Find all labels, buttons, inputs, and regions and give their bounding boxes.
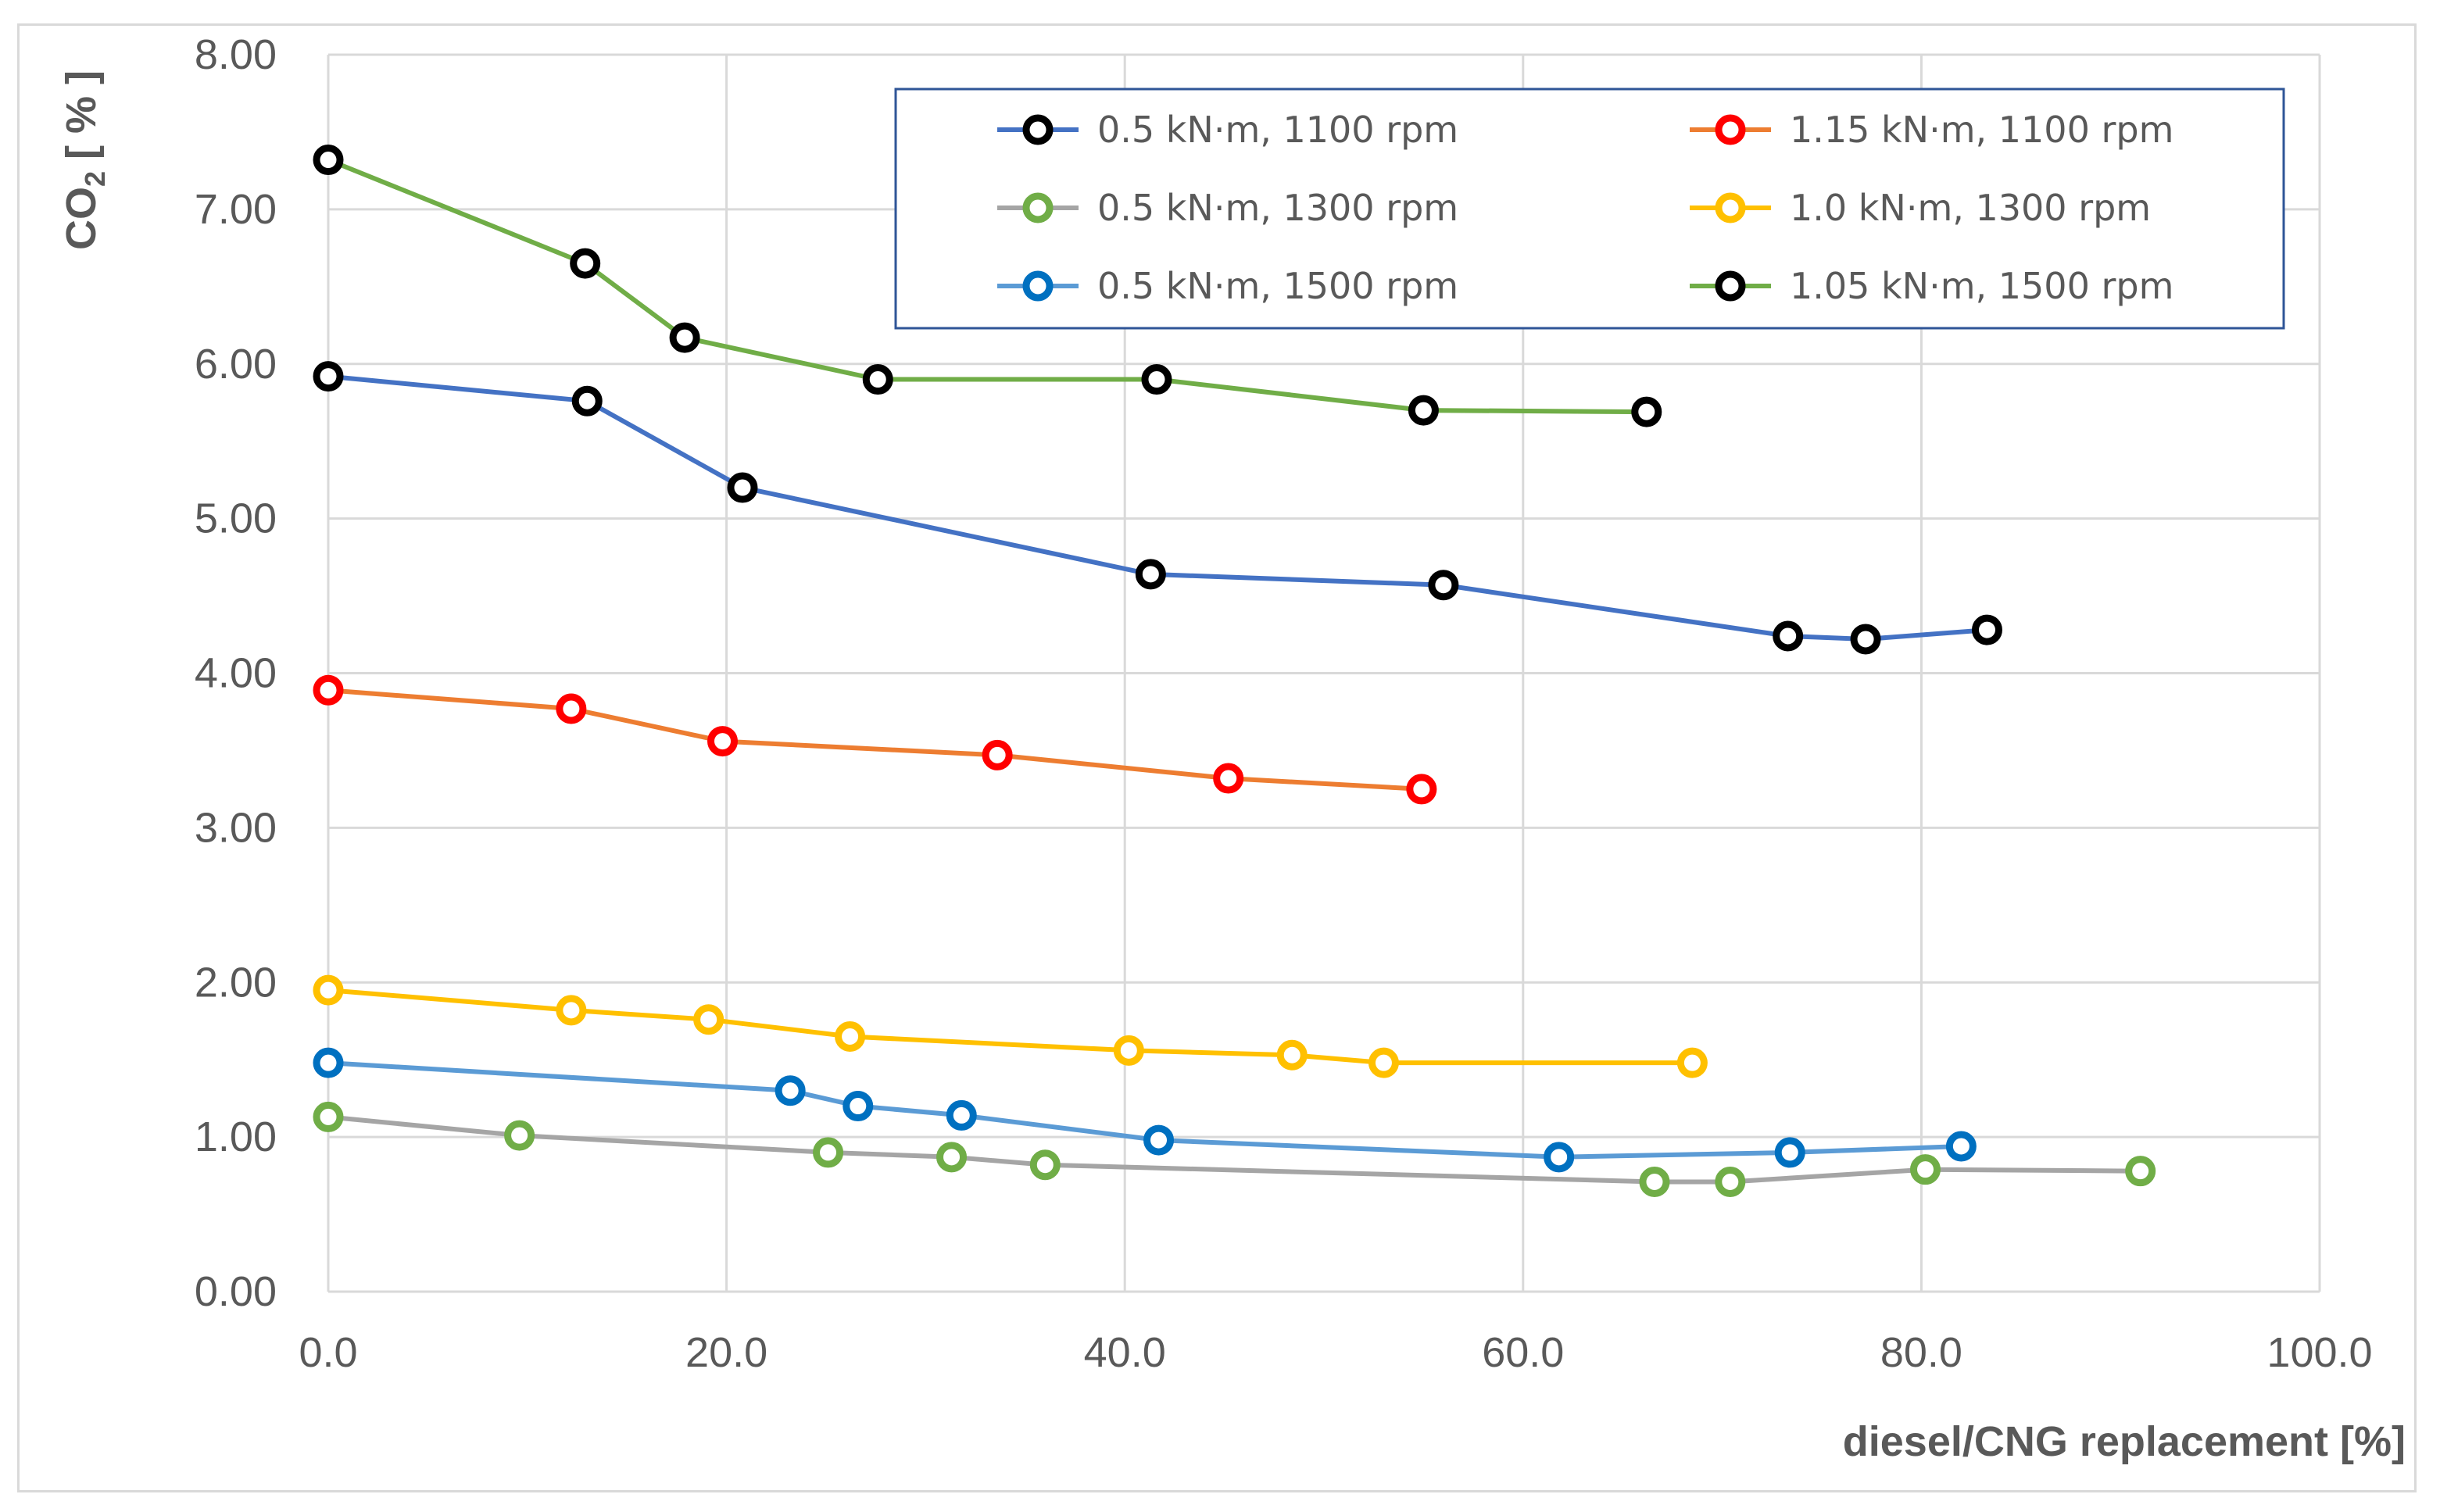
series-line: [327, 374, 1987, 642]
y-tick-label: 3.00: [195, 804, 277, 851]
series-2: [313, 674, 1437, 805]
series-line: [327, 988, 1693, 1066]
series-layer: [313, 145, 2156, 1198]
data-point: [775, 1075, 806, 1106]
series-4: [313, 974, 1708, 1078]
data-point: [570, 248, 601, 279]
data-point: [1774, 1137, 1805, 1168]
data-point: [313, 361, 344, 392]
data-point: [1909, 1154, 1941, 1185]
y-tick-label: 7.00: [195, 186, 277, 233]
data-point: [1850, 624, 1881, 655]
y-axis-title: CO2 [ % ]: [58, 70, 111, 250]
data-point: [313, 974, 344, 1006]
data-point: [313, 674, 344, 706]
x-tick-label: 60.0: [1482, 1329, 1564, 1376]
data-point: [1143, 1124, 1175, 1156]
data-point: [1113, 1035, 1144, 1066]
y-tick-label: 5.00: [195, 495, 277, 542]
y-tick-label: 8.00: [195, 31, 277, 78]
data-point: [2125, 1156, 2156, 1187]
legend-item: 0.5 kN·m, 1100 rpm: [997, 109, 1458, 151]
data-point: [1213, 763, 1244, 794]
data-point: [1945, 1131, 1977, 1162]
data-point: [843, 1091, 874, 1122]
data-point: [313, 145, 344, 176]
y-tick-label: 2.00: [195, 959, 277, 1006]
data-point: [1428, 570, 1459, 601]
data-point: [1406, 774, 1437, 805]
x-tick-label: 0.0: [299, 1329, 357, 1376]
legend-label: 0.5 kN·m, 1100 rpm: [1097, 109, 1458, 151]
data-point: [862, 364, 893, 395]
legend-item: 1.15 kN·m, 1100 rpm: [1690, 109, 2173, 151]
data-point: [1408, 395, 1439, 426]
series-3: [313, 1101, 2156, 1198]
data-point: [936, 1142, 968, 1173]
y-axis-title-tail: [ % ]: [58, 70, 105, 171]
series-1: [313, 361, 2002, 655]
legend-item: 0.5 kN·m, 1300 rpm: [997, 187, 1458, 229]
x-axis-title: diesel/CNG replacement [%]: [1843, 1418, 2406, 1465]
x-tick-label: 80.0: [1880, 1329, 1962, 1376]
data-point: [1971, 614, 2002, 645]
legend-item: 0.5 kN·m, 1500 rpm: [997, 265, 1458, 307]
axis-layer: 0.00 1.00 2.00 3.00 4.00 5.00 6.00 7.00 8.00 0.0 2…: [195, 31, 2373, 1376]
y-axis-title-subscript: 2: [79, 171, 111, 187]
legend: 0.5 kN·m, 1100 rpm 1.15 kN·m, 1100 rpm 0.5…: [894, 88, 2285, 330]
legend-marker-swatch: [1022, 114, 1054, 145]
data-point: [313, 1047, 344, 1078]
series-5: [313, 1047, 1977, 1173]
legend-label: 1.05 kN·m, 1500 rpm: [1790, 265, 2173, 307]
data-point: [693, 1004, 724, 1035]
data-point: [835, 1021, 866, 1053]
data-point: [669, 322, 700, 353]
legend-item: 1.0 kN·m, 1300 rpm: [1690, 187, 2151, 229]
data-point: [1544, 1142, 1575, 1173]
x-tick-label: 20.0: [685, 1329, 767, 1376]
legend-label: 1.0 kN·m, 1300 rpm: [1790, 187, 2151, 229]
data-point: [813, 1137, 844, 1168]
x-tick-label: 40.0: [1084, 1329, 1166, 1376]
data-point: [1276, 1039, 1308, 1071]
data-point: [556, 693, 587, 724]
data-point: [946, 1099, 977, 1131]
data-point: [1676, 1047, 1708, 1078]
legend-marker-swatch: [1715, 192, 1746, 223]
data-point: [1368, 1047, 1399, 1078]
y-tick-label: 6.00: [195, 341, 277, 388]
data-point: [1141, 364, 1172, 395]
y-tick-label: 4.00: [195, 650, 277, 697]
y-tick-label: 0.00: [195, 1268, 277, 1315]
data-point: [556, 995, 587, 1026]
y-axis-title-main: CO: [58, 187, 105, 250]
data-point: [504, 1120, 535, 1151]
data-point: [1715, 1167, 1746, 1198]
data-point: [1639, 1167, 1670, 1198]
x-tick-label: 100.0: [2266, 1329, 2372, 1376]
legend-label: 0.5 kN·m, 1300 rpm: [1097, 187, 1458, 229]
data-point: [707, 726, 739, 757]
series-line: [327, 688, 1422, 792]
legend-label: 1.15 kN·m, 1100 rpm: [1790, 109, 2173, 151]
legend-marker-swatch: [1715, 114, 1746, 145]
legend-label: 0.5 kN·m, 1500 rpm: [1097, 265, 1458, 307]
legend-box: [894, 88, 2285, 330]
data-point: [571, 385, 603, 416]
data-point: [1029, 1149, 1061, 1181]
legend-marker-swatch: [1715, 270, 1746, 302]
data-point: [1773, 620, 1804, 652]
axis-titles: diesel/CNG replacement [%] CO2 [ % ]: [58, 70, 2406, 1465]
data-point: [982, 739, 1013, 770]
legend-marker-swatch: [1022, 270, 1054, 302]
legend-item: 1.05 kN·m, 1500 rpm: [1690, 265, 2173, 307]
data-point: [1631, 396, 1662, 427]
data-point: [1135, 559, 1166, 590]
y-tick-label: 1.00: [195, 1113, 277, 1160]
series-6: [313, 145, 1662, 427]
data-point: [727, 472, 758, 503]
data-point: [313, 1101, 344, 1132]
legend-marker-swatch: [1022, 192, 1054, 223]
